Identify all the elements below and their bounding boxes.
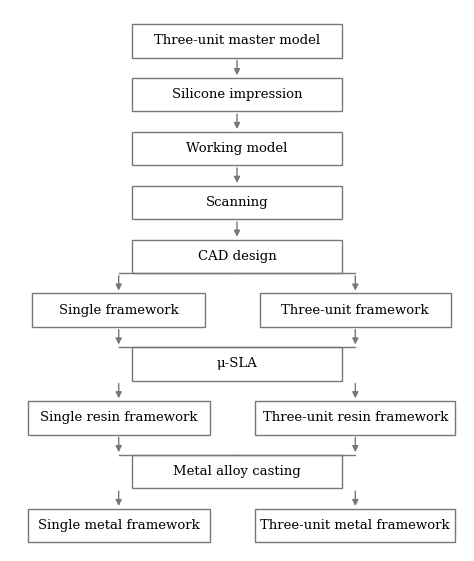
FancyBboxPatch shape bbox=[260, 293, 451, 327]
Text: Single resin framework: Single resin framework bbox=[40, 411, 198, 424]
Text: Scanning: Scanning bbox=[206, 196, 268, 209]
FancyBboxPatch shape bbox=[255, 509, 456, 542]
Text: Three-unit master model: Three-unit master model bbox=[154, 34, 320, 47]
FancyBboxPatch shape bbox=[132, 347, 342, 381]
Text: μ-SLA: μ-SLA bbox=[217, 357, 257, 370]
FancyBboxPatch shape bbox=[27, 509, 210, 542]
Text: Single metal framework: Single metal framework bbox=[38, 519, 200, 532]
Text: Silicone impression: Silicone impression bbox=[172, 88, 302, 101]
Text: Single framework: Single framework bbox=[59, 304, 179, 316]
FancyBboxPatch shape bbox=[255, 401, 456, 435]
Text: Metal alloy casting: Metal alloy casting bbox=[173, 465, 301, 478]
FancyBboxPatch shape bbox=[132, 240, 342, 273]
Text: Working model: Working model bbox=[186, 142, 288, 155]
FancyBboxPatch shape bbox=[27, 401, 210, 435]
FancyBboxPatch shape bbox=[132, 455, 342, 489]
FancyBboxPatch shape bbox=[132, 24, 342, 58]
FancyBboxPatch shape bbox=[132, 78, 342, 112]
FancyBboxPatch shape bbox=[32, 293, 205, 327]
Text: Three-unit framework: Three-unit framework bbox=[282, 304, 429, 316]
Text: CAD design: CAD design bbox=[198, 250, 276, 263]
FancyBboxPatch shape bbox=[132, 186, 342, 219]
Text: Three-unit resin framework: Three-unit resin framework bbox=[263, 411, 448, 424]
Text: Three-unit metal framework: Three-unit metal framework bbox=[261, 519, 450, 532]
FancyBboxPatch shape bbox=[132, 132, 342, 165]
